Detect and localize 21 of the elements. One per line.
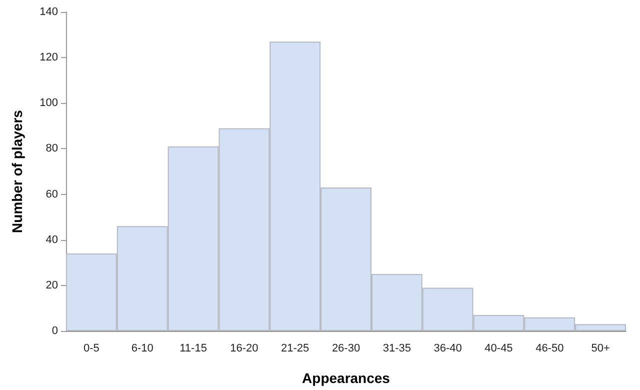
- x-tick-label: 11-15: [180, 342, 207, 354]
- x-tick-label: 16-20: [230, 342, 258, 354]
- y-tick-label: 40: [46, 234, 58, 246]
- x-tick-label: 26-30: [332, 342, 360, 354]
- x-tick-label: 50+: [591, 342, 610, 354]
- y-tick-label: 0: [52, 325, 58, 337]
- x-tick-label: 40-45: [484, 342, 513, 354]
- x-tick-label: 36-40: [434, 342, 462, 354]
- y-tick-label: 80: [46, 142, 58, 155]
- y-tick-label: 100: [40, 97, 58, 110]
- y-axis-title: Number of players: [9, 110, 25, 233]
- x-tick-label: 21-25: [281, 342, 310, 354]
- y-tick-label: 20: [46, 279, 58, 292]
- y-tick-label: 140: [40, 6, 58, 18]
- x-tick-label: 6-10: [131, 342, 154, 354]
- x-tick-label: 46-50: [536, 342, 564, 354]
- x-tick-label: 0-5: [84, 342, 100, 354]
- x-axis-title: Appearances: [302, 370, 390, 386]
- y-tick-label: 120: [40, 52, 58, 64]
- y-tick-label: 60: [46, 188, 58, 200]
- x-tick-label: 31-35: [382, 342, 411, 354]
